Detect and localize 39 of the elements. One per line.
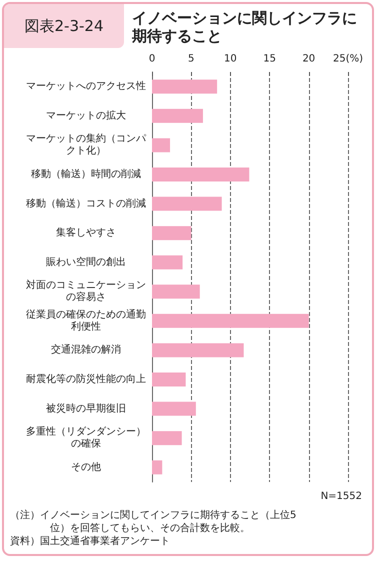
text: N=1552: [320, 491, 362, 502]
y-tick-label: 多重性（リダンダンシー）の確保: [26, 426, 146, 450]
bar: [152, 226, 192, 240]
bar: [152, 460, 162, 474]
bar: [152, 402, 196, 416]
x-tick-label: 20: [302, 54, 316, 64]
y-tick-label: 移動（輸送）時間の削減: [31, 168, 141, 180]
bar: [152, 314, 309, 328]
y-tick-label: 対面のコミュニケーションの容易さ: [26, 279, 146, 304]
y-tick-label: マーケットの集約（コンパクト化）: [26, 132, 147, 157]
x-tick-label: 25(%): [332, 54, 364, 64]
x-tick-label: 0: [148, 54, 156, 64]
y-tick-label: 移動（輸送）コストの削減: [26, 197, 146, 210]
y-tick-label: 集客しやすさ: [56, 226, 116, 239]
x-tick-label: 5: [188, 54, 194, 64]
text: 資料）国土交通省事業者アンケート: [10, 535, 171, 548]
y-tick-label: 従業員の確保のための通勤利便性: [26, 308, 146, 332]
chart-title: イノベーションに関しインフラに期待すること: [132, 9, 358, 45]
bar: [152, 431, 182, 446]
bar: [152, 138, 170, 152]
bar: [152, 372, 186, 386]
x-tick-label: 15: [263, 54, 276, 64]
text: （注）イノベーションに関してインフラに期待すること（上位5位）を回答してもらい、その合計数を比較。: [10, 509, 298, 535]
y-tick-label: 耐震化等の防災性能の向上: [26, 373, 146, 385]
y-tick-label: 交通混雑の解消: [51, 344, 121, 356]
y-tick-label: その他: [71, 460, 101, 473]
text: 図表2-3-24: [4, 4, 124, 48]
bar: [152, 343, 244, 358]
bar: [152, 284, 200, 299]
bar: [152, 196, 222, 211]
bar: [152, 80, 218, 94]
bar: [152, 168, 250, 182]
y-tick-label: 賑わい空間の創出: [46, 256, 126, 268]
y-tick-label: マーケットへのアクセス性: [26, 80, 146, 92]
x-tick-label: 10: [224, 54, 237, 64]
bar: [152, 255, 183, 270]
bar: [152, 108, 203, 123]
y-tick-label: 被災時の早期復旧: [46, 402, 126, 414]
y-tick-label: マーケットの拡大: [46, 109, 126, 122]
